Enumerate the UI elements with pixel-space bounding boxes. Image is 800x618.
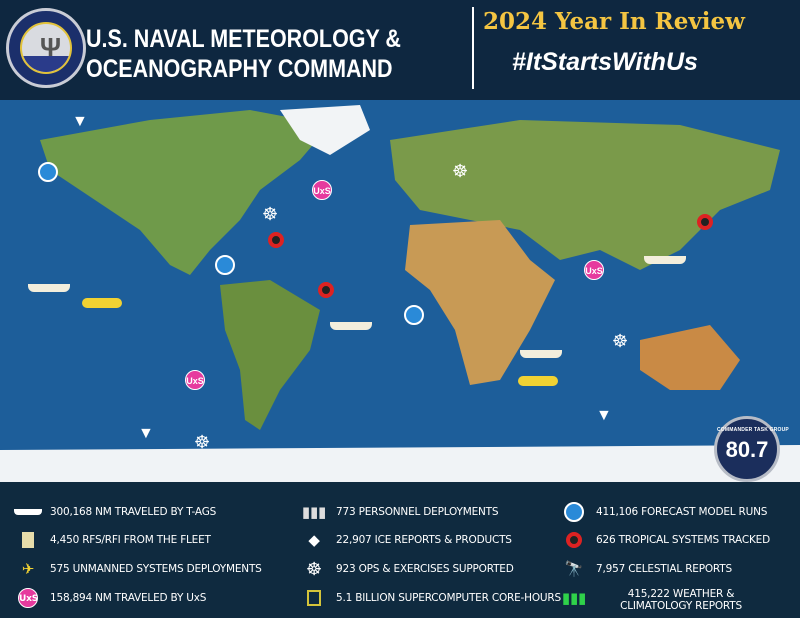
- ship-wheel-icon: ☸: [612, 331, 629, 351]
- north-america: [40, 110, 330, 275]
- legend-label: 7,957 CELESTIAL REPORTS: [596, 563, 732, 575]
- uxs-icon-text: UxS: [18, 588, 38, 608]
- wave-icon: [38, 162, 58, 182]
- header: Ψ U.S. NAVAL METEOROLOGY & OCEANOGRAPHY …: [0, 0, 800, 100]
- legend-item: ▮▮▮ 773 PERSONNEL DEPLOYMENTS: [300, 502, 499, 522]
- legend-item: ◆ 22,907 ICE REPORTS & PRODUCTS: [300, 530, 512, 550]
- legend-item: 626 TROPICAL SYSTEMS TRACKED: [560, 530, 770, 550]
- africa: [405, 220, 555, 385]
- antarctica: [0, 445, 800, 482]
- legend-item: 411,106 FORECAST MODEL RUNS: [560, 502, 767, 522]
- greenland: [280, 105, 370, 155]
- legend-label: 575 UNMANNED SYSTEMS DEPLOYMENTS: [50, 563, 262, 575]
- iceberg-icon: ▼: [72, 113, 88, 130]
- ship-wheel-icon: ☸: [452, 161, 469, 181]
- legend-label: 411,106 FORECAST MODEL RUNS: [596, 506, 768, 518]
- legend-label: 4,450 RFS/RFI FROM THE FLEET: [50, 534, 211, 546]
- legend-label: 626 TROPICAL SYSTEMS TRACKED: [596, 534, 770, 546]
- ctg-80-7-badge: COMMANDER TASK GROUP 80.7: [714, 416, 789, 482]
- legend-item: ▮▮▮ 415,222 WEATHER & CLIMATOLOGY REPORTS: [560, 588, 766, 612]
- iceberg-icon: ◆: [308, 531, 320, 549]
- hurricane-icon: [318, 282, 334, 298]
- australia: [640, 325, 740, 390]
- org-line-2: OCEANOGRAPHY COMMAND: [86, 55, 393, 83]
- processor-chip-icon: [300, 588, 328, 608]
- ship-wheel-icon: ☸: [194, 432, 211, 452]
- hashtag: #ItStartsWithUs: [512, 48, 698, 76]
- hurricane-icon: [560, 530, 588, 550]
- weather-chart-icon: ▮▮▮: [561, 589, 587, 607]
- legend-item: ✈ 575 UNMANNED SYSTEMS DEPLOYMENTS: [14, 559, 262, 579]
- ship-icon: [14, 502, 42, 522]
- uxs-icon: UxS: [584, 260, 604, 280]
- personnel-icon: ▮▮▮: [301, 503, 327, 521]
- organization-name: U.S. NAVAL METEOROLOGY & OCEANOGRAPHY CO…: [86, 24, 401, 84]
- legend-label: 773 PERSONNEL DEPLOYMENTS: [336, 506, 499, 518]
- world-map: UxS UxS UxS ☸ ☸ ☸ ☸ ▼ ▼ ▼: [0, 100, 800, 482]
- legend-item: 300,168 NM TRAVELED BY T-AGS: [14, 502, 216, 522]
- legend-item: ☸ 923 OPS & EXERCISES SUPPORTED: [300, 558, 514, 580]
- iceberg-icon: ▼: [138, 425, 154, 442]
- legend-item: 5.1 BILLION SUPERCOMPUTER CORE-HOURS: [300, 588, 561, 608]
- legend-item: UxS 158,894 NM TRAVELED BY UxS: [14, 588, 206, 608]
- trident-icon: Ψ: [40, 32, 62, 62]
- document-icon: [14, 530, 42, 550]
- ship-icon: [644, 256, 686, 264]
- uxs-icon: UxS: [185, 370, 205, 390]
- south-america: [220, 280, 320, 430]
- iceberg-icon: ▼: [596, 407, 612, 424]
- wave-icon: [560, 502, 588, 522]
- wave-icon: [404, 305, 424, 325]
- ship-icon: [28, 284, 70, 292]
- legend-item: 🔭 7,957 CELESTIAL REPORTS: [560, 559, 732, 579]
- glider-icon: ✈: [21, 560, 35, 578]
- legend-label: 300,168 NM TRAVELED BY T-AGS: [50, 506, 217, 518]
- badge-text: COMMANDER TASK GROUP: [717, 427, 789, 433]
- org-line-1: U.S. NAVAL METEOROLOGY &: [86, 25, 401, 53]
- legend-item: 4,450 RFS/RFI FROM THE FLEET: [14, 530, 211, 550]
- legend-label: 415,222 WEATHER & CLIMATOLOGY REPORTS: [620, 588, 742, 612]
- submersible-icon: [82, 298, 122, 308]
- continents: [0, 100, 800, 482]
- wave-icon: [215, 255, 235, 275]
- legend-label: 22,907 ICE REPORTS & PRODUCTS: [336, 534, 512, 546]
- hurricane-icon: [697, 214, 713, 230]
- page-title: 2024 Year In Review: [483, 8, 745, 35]
- uxs-icon: UxS: [14, 588, 42, 608]
- ship-icon: [330, 322, 372, 330]
- hurricane-icon: [268, 232, 284, 248]
- nmoc-seal-logo: Ψ: [6, 8, 86, 88]
- header-divider: [472, 7, 474, 89]
- ship-wheel-icon: ☸: [262, 204, 279, 224]
- ship-wheel-icon: ☸: [306, 558, 322, 580]
- uxs-icon: UxS: [312, 180, 332, 200]
- legend-label: 923 OPS & EXERCISES SUPPORTED: [336, 563, 514, 575]
- legend-label: 158,894 NM TRAVELED BY UxS: [50, 592, 207, 604]
- legend: 300,168 NM TRAVELED BY T-AGS 4,450 RFS/R…: [0, 482, 800, 618]
- legend-label: 5.1 BILLION SUPERCOMPUTER CORE-HOURS: [336, 592, 561, 604]
- telescope-icon: 🔭: [564, 560, 584, 578]
- europe-asia: [390, 120, 780, 270]
- ship-icon: [520, 350, 562, 358]
- badge-number: 80.7: [725, 437, 769, 462]
- submersible-icon: [518, 376, 558, 386]
